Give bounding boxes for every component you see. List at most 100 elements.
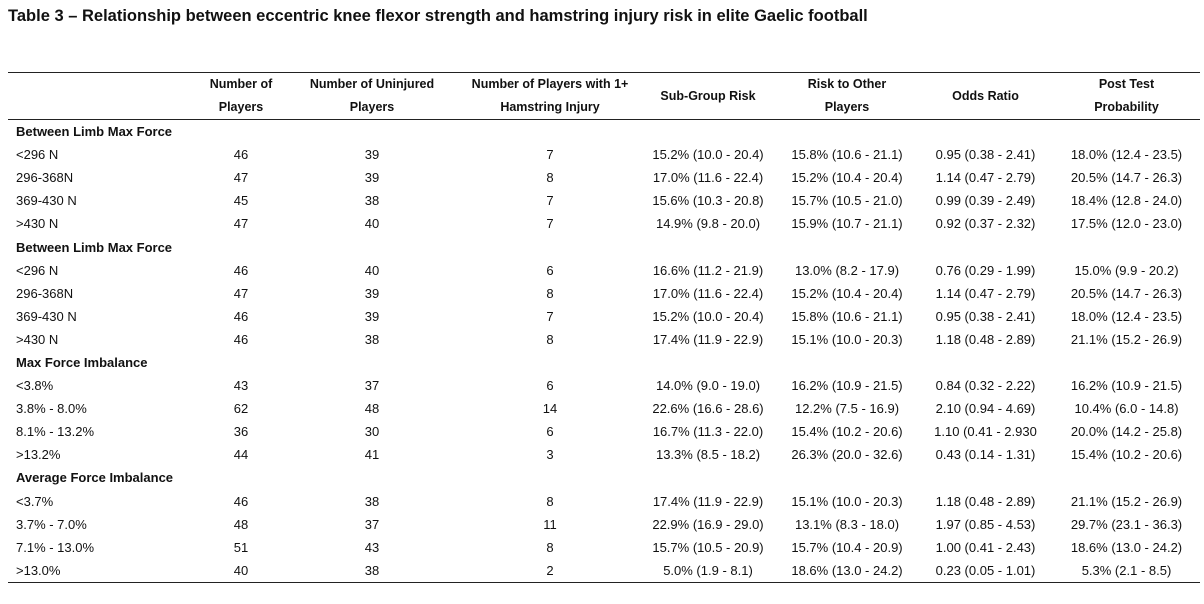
players-count-cell: 44: [233, 447, 249, 463]
header-category: [8, 73, 198, 120]
row-label-cell: 369-430 N: [16, 193, 77, 209]
post-test-probability-cell: 18.6% (13.0 - 24.2): [1070, 539, 1183, 555]
post-test-probability-cell: 18.0% (12.4 - 23.5): [1070, 308, 1183, 324]
header-text: Players: [218, 100, 264, 114]
post-test-probability-cell: 20.5% (14.7 - 26.3): [1070, 170, 1183, 186]
table-row: 3.7% - 7.0% 48 37 11 22.9% (16.9 - 29.0) 13.1…: [8, 513, 1200, 536]
table-row: <3.7% 46 38 8 17.4% (11.9 - 22.9) 15.1% (10.0…: [8, 490, 1200, 513]
group-header-row: Between Limb Max Force: [8, 120, 1200, 144]
uninjured-count-cell: 39: [364, 170, 380, 186]
injured-count-cell: 8: [546, 493, 554, 509]
post-test-probability-cell: 29.7% (23.1 - 36.3): [1070, 516, 1183, 532]
row-label-cell: 8.1% - 13.2%: [16, 424, 95, 440]
group-label: Average Force Imbalance: [16, 470, 174, 486]
table-row: 369-430 N 45 38 7 15.6% (10.3 - 20.8) 15.7% (…: [8, 189, 1200, 212]
post-test-probability-cell: 17.5% (12.0 - 23.0): [1070, 216, 1183, 232]
table-row: >13.2% 44 41 3 13.3% (8.5 - 18.2) 26.3% (20.0…: [8, 443, 1200, 466]
injured-count-cell: 3: [546, 447, 554, 463]
header-text: Players: [349, 100, 395, 114]
row-label-cell: 7.1% - 13.0%: [16, 539, 95, 555]
header-text: Players: [824, 100, 870, 114]
risk-to-other-cell: 15.1% (10.0 - 20.3): [791, 493, 903, 509]
sub-group-risk-cell: 17.0% (11.6 - 22.4): [652, 285, 764, 301]
sub-group-risk-cell: 22.9% (16.9 - 29.0): [652, 516, 764, 532]
row-label-cell: >13.2%: [16, 447, 61, 463]
post-test-probability-cell: 20.0% (14.2 - 25.8): [1070, 424, 1183, 440]
row-label-cell: <3.8%: [16, 378, 54, 394]
risk-to-other-cell: 15.8% (10.6 - 21.1): [791, 147, 903, 163]
table-row: 369-430 N 46 39 7 15.2% (10.0 - 20.4) 15.8% (…: [8, 305, 1200, 328]
odds-ratio-cell: 0.84 (0.32 - 2.22): [935, 378, 1036, 394]
sub-group-risk-cell: 17.0% (11.6 - 22.4): [652, 170, 764, 186]
risk-to-other-cell: 18.6% (13.0 - 24.2): [791, 562, 903, 578]
uninjured-count-cell: 38: [364, 193, 380, 209]
injured-count-cell: 7: [546, 193, 554, 209]
sub-group-risk-cell: 17.4% (11.9 - 22.9): [652, 493, 764, 509]
risk-to-other-cell: 15.7% (10.4 - 20.9): [791, 539, 903, 555]
players-count-cell: 46: [233, 147, 249, 163]
injured-count-cell: 7: [546, 147, 554, 163]
sub-group-risk-cell: 15.7% (10.5 - 20.9): [652, 539, 764, 555]
risk-to-other-cell: 15.9% (10.7 - 21.1): [791, 216, 903, 232]
players-count-cell: 62: [233, 401, 249, 417]
injured-count-cell: 7: [546, 308, 554, 324]
uninjured-count-cell: 38: [364, 331, 380, 347]
sub-group-risk-cell: 14.9% (9.8 - 20.0): [655, 216, 761, 232]
uninjured-count-cell: 39: [364, 308, 380, 324]
players-count-cell: 40: [233, 562, 249, 578]
injured-count-cell: 14: [542, 401, 558, 417]
sub-group-risk-cell: 15.6% (10.3 - 20.8): [652, 193, 764, 209]
uninjured-count-cell: 40: [364, 262, 380, 278]
sub-group-risk-cell: 22.6% (16.6 - 28.6): [652, 401, 764, 417]
row-label-cell: <3.7%: [16, 493, 54, 509]
table-row: <3.8% 43 37 6 14.0% (9.0 - 19.0) 16.2% (10.9 …: [8, 374, 1200, 397]
uninjured-count-cell: 37: [364, 378, 380, 394]
row-label-cell: >13.0%: [16, 562, 61, 578]
sub-group-risk-cell: 15.2% (10.0 - 20.4): [652, 147, 764, 163]
header-number-of-players: Number of Players: [198, 73, 284, 120]
odds-ratio-cell: 0.43 (0.14 - 1.31): [935, 447, 1036, 463]
header-text: Risk to Other: [807, 77, 887, 91]
sub-group-risk-cell: 15.2% (10.0 - 20.4): [652, 308, 764, 324]
injured-count-cell: 8: [546, 170, 554, 186]
group-label: Between Limb Max Force: [16, 124, 173, 140]
odds-ratio-cell: 1.14 (0.47 - 2.79): [935, 285, 1036, 301]
post-test-probability-cell: 21.1% (15.2 - 26.9): [1070, 331, 1183, 347]
table-row: <296 N 46 39 7 15.2% (10.0 - 20.4) 15.8% (10.…: [8, 143, 1200, 166]
injured-count-cell: 8: [546, 539, 554, 555]
players-count-cell: 36: [233, 424, 249, 440]
sub-group-risk-cell: 16.7% (11.3 - 22.0): [652, 424, 764, 440]
post-test-probability-cell: 15.0% (9.9 - 20.2): [1074, 262, 1179, 278]
injured-count-cell: 6: [546, 262, 554, 278]
sub-group-risk-cell: 16.6% (11.2 - 21.9): [652, 262, 764, 278]
risk-to-other-cell: 15.1% (10.0 - 20.3): [791, 331, 903, 347]
injured-count-cell: 11: [543, 516, 557, 532]
header-number-injured: Number of Players with 1+ Hamstring Inju…: [460, 73, 640, 120]
row-label-cell: <296 N: [16, 147, 59, 163]
odds-ratio-cell: 0.92 (0.37 - 2.32): [935, 216, 1036, 232]
players-count-cell: 51: [233, 539, 249, 555]
risk-to-other-cell: 16.2% (10.9 - 21.5): [791, 378, 903, 394]
sub-group-risk-cell: 17.4% (11.9 - 22.9): [652, 331, 764, 347]
risk-to-other-cell: 15.7% (10.5 - 21.0): [791, 193, 903, 209]
post-test-probability-cell: 5.3% (2.1 - 8.5): [1081, 562, 1172, 578]
players-count-cell: 43: [233, 378, 249, 394]
risk-to-other-cell: 13.1% (8.3 - 18.0): [794, 516, 900, 532]
uninjured-count-cell: 38: [364, 562, 380, 578]
uninjured-count-cell: 39: [364, 147, 380, 163]
row-label-cell: 296-368N: [16, 170, 74, 186]
post-test-probability-cell: 16.2% (10.9 - 21.5): [1070, 378, 1183, 394]
header-text: Post Test: [1098, 77, 1155, 91]
players-count-cell: 47: [233, 170, 249, 186]
post-test-probability-cell: 15.4% (10.2 - 20.6): [1070, 447, 1183, 463]
uninjured-count-cell: 43: [364, 539, 380, 555]
players-count-cell: 46: [233, 493, 249, 509]
injured-count-cell: 8: [546, 285, 554, 301]
injured-count-cell: 6: [546, 378, 554, 394]
uninjured-count-cell: 40: [364, 216, 380, 232]
post-test-probability-cell: 21.1% (15.2 - 26.9): [1070, 493, 1183, 509]
odds-ratio-cell: 1.14 (0.47 - 2.79): [935, 170, 1036, 186]
header-text: Hamstring Injury: [500, 100, 600, 114]
table-title: Table 3 – Relationship between eccentric…: [8, 7, 868, 25]
group-header-row: Max Force Imbalance: [8, 351, 1200, 374]
